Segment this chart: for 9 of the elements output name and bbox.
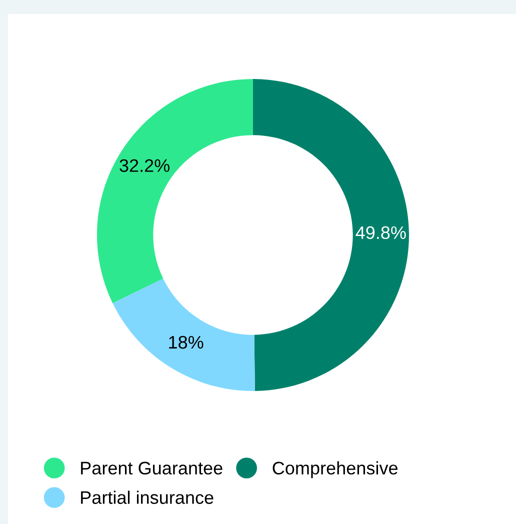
donut-slice xyxy=(97,79,253,304)
donut-slice xyxy=(112,278,255,391)
legend-label: Comprehensive xyxy=(272,461,398,478)
legend-label: Partial insurance xyxy=(81,490,214,504)
donut-slice xyxy=(253,79,409,391)
data-label: 32.2% xyxy=(120,159,170,172)
data-label: 49.8% xyxy=(356,226,406,240)
data-label: 18% xyxy=(169,336,204,349)
legend-label: Parent Guarantee xyxy=(81,462,222,475)
